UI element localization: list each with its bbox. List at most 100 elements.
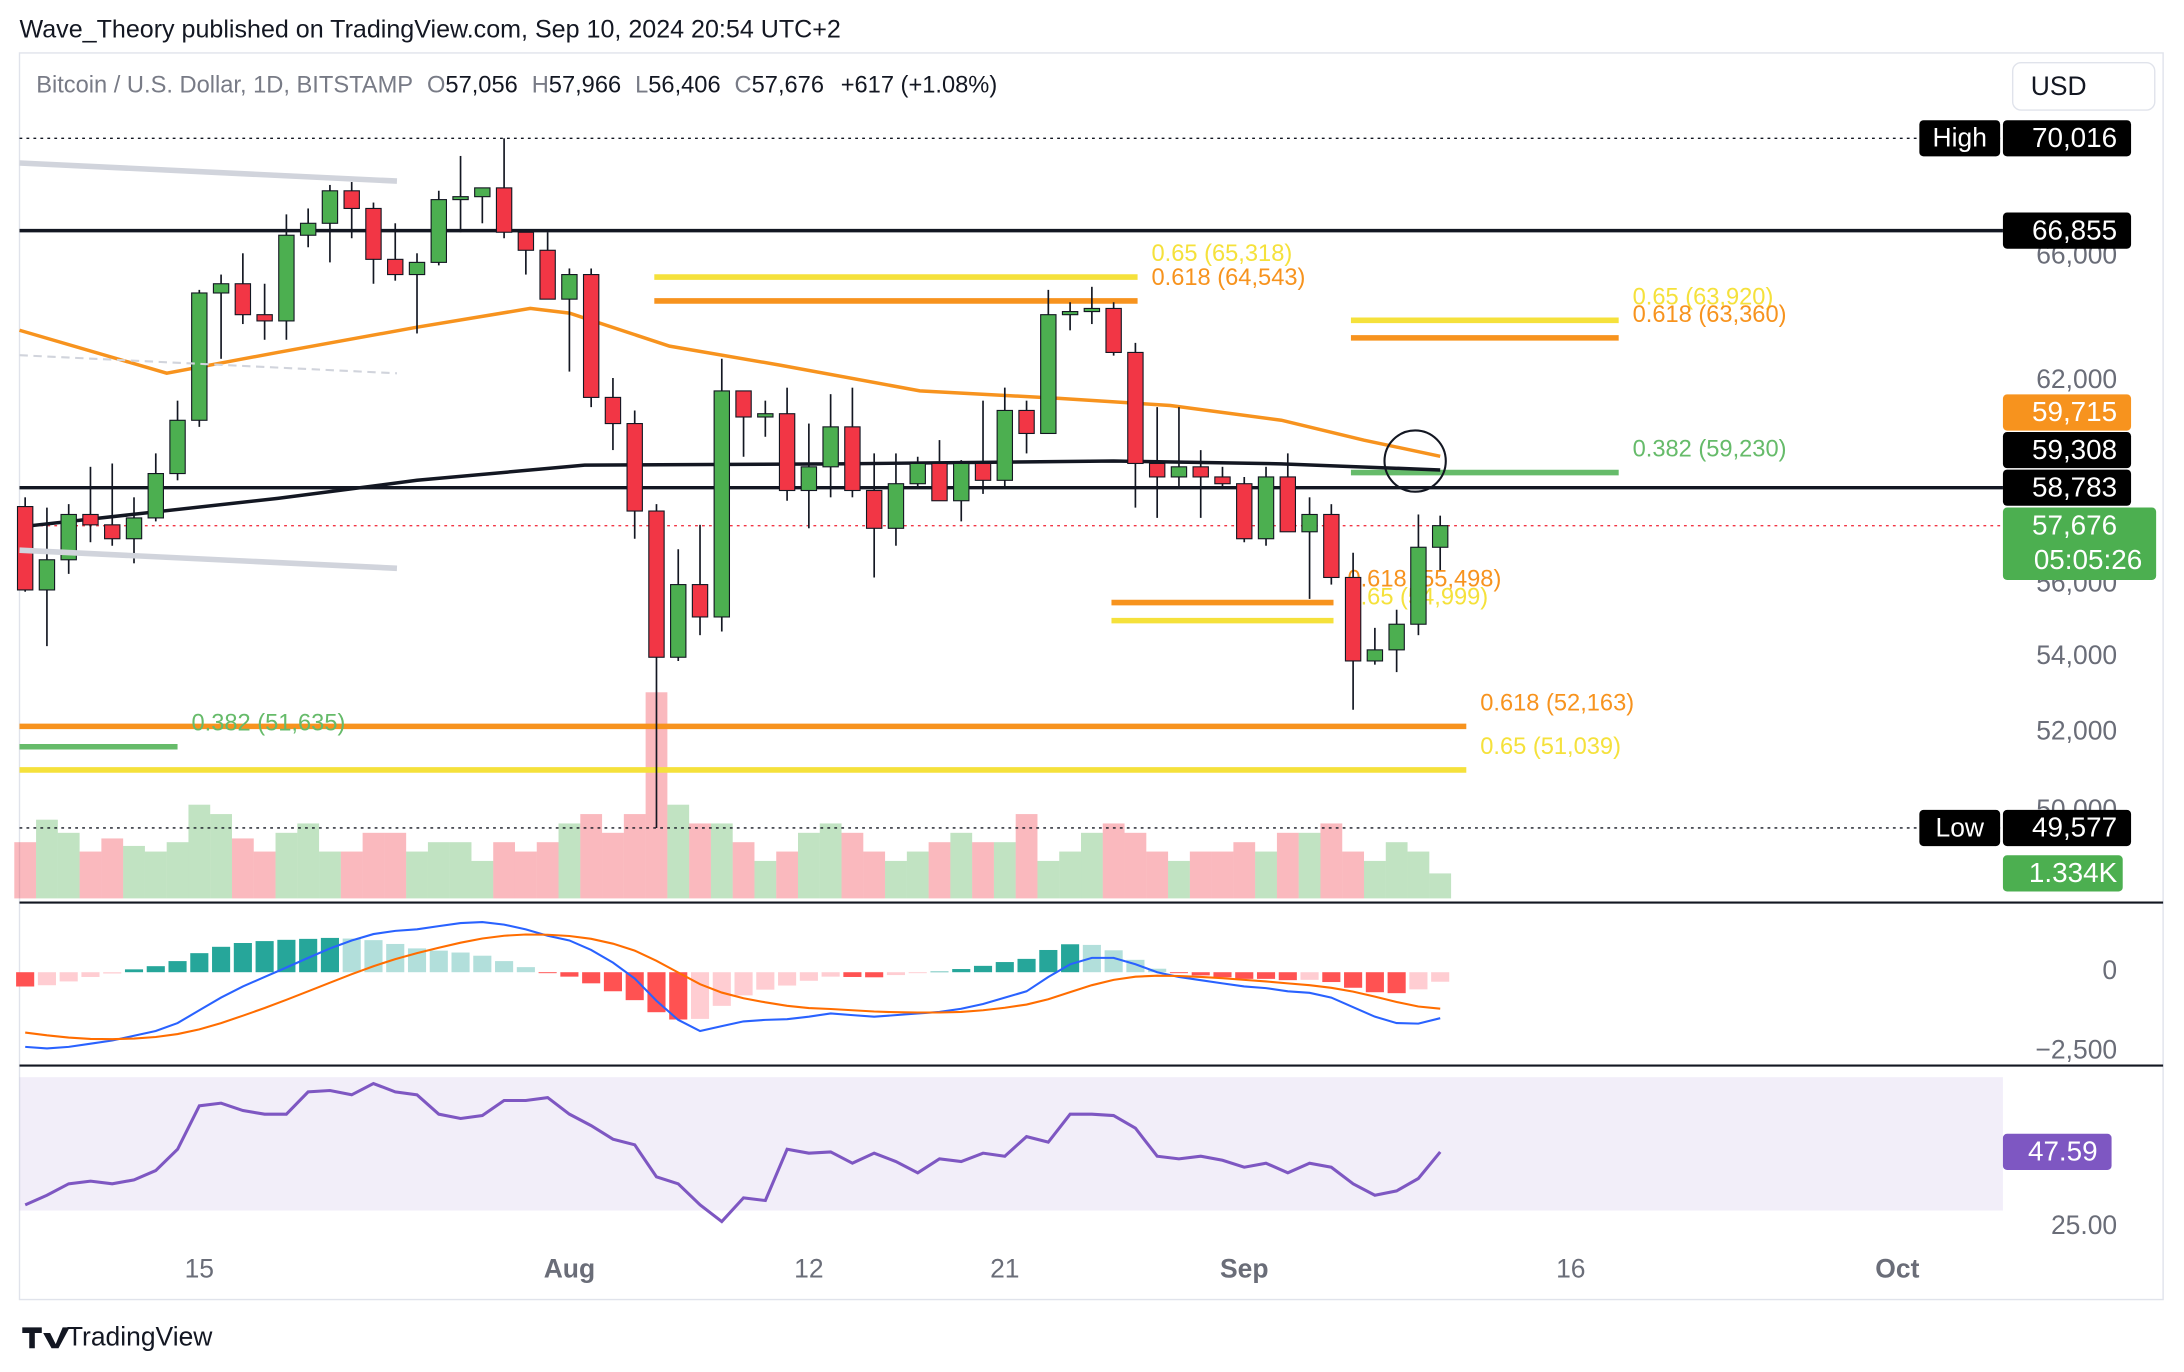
- candle-body: [561, 274, 578, 300]
- volume-bar: [275, 832, 298, 899]
- candle-body: [626, 423, 643, 512]
- fib-label: 0.382 (59,230): [1633, 437, 1787, 463]
- macd-histogram-bar: [103, 972, 122, 974]
- moving-average: [19, 306, 1441, 459]
- volume-bar: [558, 823, 581, 899]
- volume-bar: [36, 819, 58, 899]
- moving-average: [19, 459, 1441, 529]
- volume-bar: [710, 823, 733, 899]
- candle-body: [953, 462, 970, 502]
- price-label: 59,715: [2032, 396, 2117, 427]
- volume-bar: [297, 823, 320, 899]
- macd-histogram-bar: [821, 972, 840, 977]
- candle-body: [778, 413, 796, 492]
- macd-histogram-bar: [1387, 972, 1406, 994]
- candle-body: [1214, 476, 1231, 485]
- fib-label: 0.618 (64,543): [1152, 265, 1306, 291]
- trend-line: [19, 354, 398, 375]
- candle-body: [582, 274, 600, 398]
- macd-histogram-bar: [799, 972, 818, 981]
- currency[interactable]: USD: [2031, 71, 2087, 101]
- macd-histogram-bar: [865, 972, 884, 978]
- macd-histogram-bar: [516, 967, 535, 973]
- fib-label: 0.65 (65,318): [1152, 241, 1293, 267]
- currency-button[interactable]: [2011, 61, 2156, 111]
- ohlc-key: C: [735, 73, 752, 99]
- volume-bar: [841, 832, 864, 899]
- candle-body: [104, 524, 121, 540]
- trend-line: [19, 160, 398, 184]
- macd-histogram-bar: [908, 972, 927, 974]
- candle-body: [1323, 513, 1340, 579]
- candle-body: [212, 283, 230, 294]
- volume-bar: [1102, 823, 1125, 899]
- volume-bar: [123, 845, 145, 899]
- candle-body: [865, 489, 883, 529]
- price-tag-box: [1919, 120, 2001, 157]
- volume-bar: [253, 851, 276, 899]
- volume-bar: [885, 860, 907, 899]
- candle-body: [147, 473, 164, 519]
- volume-bar: [1037, 860, 1060, 899]
- candle-body: [1083, 307, 1101, 313]
- macd-histogram-bar: [342, 938, 361, 973]
- volume-bar: [623, 814, 646, 899]
- macd-histogram-bar: [1191, 972, 1210, 976]
- y-tick-label: 0: [2102, 955, 2117, 985]
- macd-histogram-bar: [255, 941, 274, 973]
- macd-histogram-bar: [212, 946, 231, 973]
- macd-signal-line: [25, 933, 1441, 1041]
- volume-bar: [1211, 851, 1234, 899]
- macd-histogram-bar: [582, 972, 601, 984]
- volume-bar: [1015, 814, 1038, 899]
- volume-bar: [14, 842, 37, 899]
- trend-line: [19, 547, 398, 572]
- candle-body: [931, 462, 948, 502]
- volume-bar: [1168, 860, 1190, 899]
- candle-body: [82, 513, 99, 526]
- macd-histogram-bar: [16, 972, 35, 987]
- macd-histogram-bar: [625, 972, 644, 1001]
- candle-body: [430, 199, 448, 263]
- volume-bar: [972, 842, 994, 899]
- x-tick-label: 12: [794, 1253, 823, 1283]
- volume-bar: [1342, 851, 1365, 899]
- macd-histogram-bar: [81, 972, 100, 977]
- candle-body: [60, 513, 77, 561]
- macd-histogram-bar: [973, 965, 993, 973]
- macd-histogram-bar: [473, 955, 492, 973]
- volume-bar: [1059, 851, 1082, 899]
- price-label: 49,577: [2032, 812, 2117, 843]
- volume-bar: [1189, 851, 1212, 899]
- candle-body: [670, 584, 687, 658]
- candle-body: [169, 419, 186, 475]
- candle-body: [495, 187, 513, 233]
- price-label-box: [2002, 120, 2132, 157]
- volume-bar: [79, 851, 102, 899]
- candle-body: [691, 584, 709, 618]
- candle-body: [1170, 466, 1188, 478]
- price-label: 57,676: [2032, 509, 2117, 540]
- macd-histogram-bar: [1169, 972, 1189, 974]
- macd-histogram-bar: [168, 961, 187, 973]
- macd-histogram-bar: [647, 972, 666, 1013]
- volume-bar: [1081, 832, 1103, 899]
- x-tick-label: Aug: [544, 1253, 595, 1283]
- ohlc-key: H: [532, 73, 549, 99]
- candle-body: [539, 249, 556, 300]
- candle-body: [321, 190, 339, 224]
- macd-histogram-bar: [59, 972, 78, 982]
- candle-body: [474, 187, 491, 198]
- candle-body: [1366, 649, 1384, 662]
- volume-bar: [362, 832, 385, 899]
- macd-histogram-bar: [712, 972, 731, 1006]
- candle-body: [1301, 513, 1318, 533]
- volume-bar: [493, 842, 515, 899]
- candle-body: [278, 234, 295, 322]
- candle-body: [517, 231, 535, 251]
- brand-logo: [22, 1327, 70, 1349]
- macd-histogram-bar: [1213, 972, 1232, 978]
- fib-label: 0.382 (51,635): [191, 711, 345, 737]
- macd-histogram-bar: [690, 972, 710, 1019]
- ohlc-value: 56,406: [648, 73, 720, 99]
